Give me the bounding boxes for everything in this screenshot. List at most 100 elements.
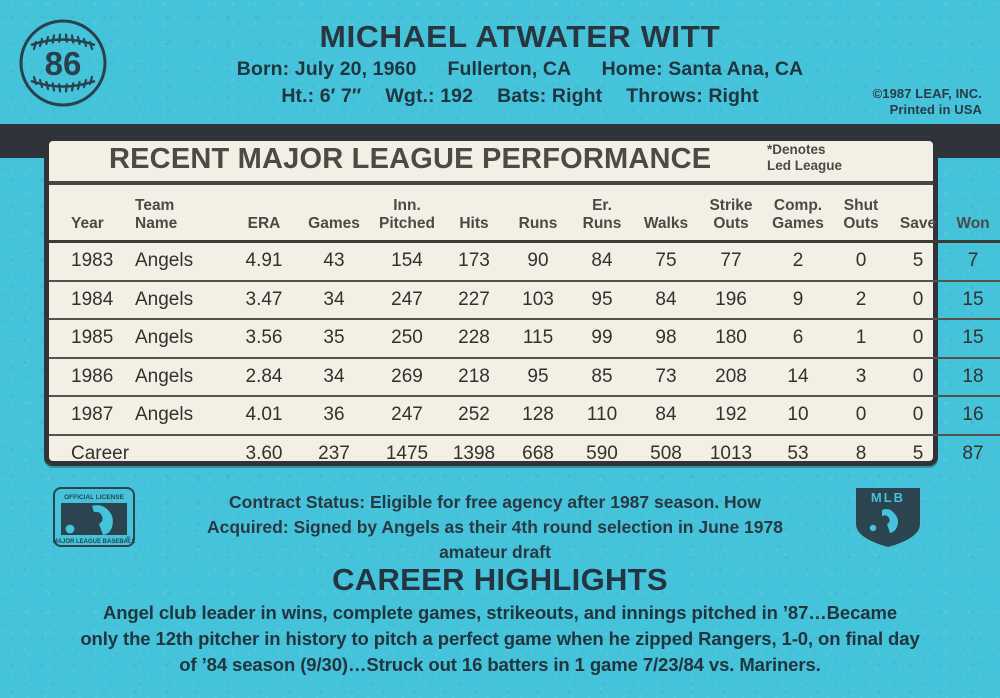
stats-header-won: Won — [947, 185, 999, 243]
stats-table-head: Year Team Name ERA Games Inn. Pitched Hits R… — [49, 185, 1000, 243]
cell-won: 15 — [947, 280, 999, 320]
cell-year: 1983 — [49, 241, 135, 282]
cell-team: Angels — [135, 280, 231, 320]
cell-games: 36 — [297, 396, 371, 436]
cell-games: 35 — [297, 319, 371, 359]
stats-header-runs-bottom: Runs — [518, 215, 558, 232]
cell-ip: 247 — [371, 396, 443, 436]
cell-hits: 218 — [443, 357, 505, 397]
stats-header-era: ERA — [231, 185, 297, 243]
stats-header-won-top — [947, 197, 999, 215]
cell-ip: 269 — [371, 357, 443, 397]
throws-value: Right — [708, 85, 759, 107]
cell-cg: 14 — [763, 357, 833, 397]
cell-sho: 1 — [833, 319, 889, 359]
stats-header-save-bottom: Save — [899, 215, 937, 232]
cell-so: 192 — [699, 396, 763, 436]
height-label: Ht.: — [281, 85, 315, 107]
cell-sho: 8 — [833, 434, 889, 472]
player-name: MICHAEL ATWATER WITT — [319, 19, 721, 54]
born-label: Born: — [236, 58, 290, 80]
stats-header-hits-bottom: Hits — [459, 215, 489, 232]
cell-year: 1984 — [49, 280, 135, 320]
stats-header-so: Strike Outs — [699, 185, 763, 243]
card-number-text: 86 — [45, 45, 82, 82]
cell-walks: 508 — [633, 434, 699, 472]
cell-year: 1987 — [49, 396, 135, 436]
cell-year: 1985 — [49, 319, 135, 359]
cell-era: 4.01 — [231, 396, 297, 436]
cell-cg: 9 — [763, 280, 833, 320]
cell-won: 15 — [947, 319, 999, 359]
stats-header-sho: Shut Outs — [833, 185, 889, 243]
career-highlights-text: Angel club leader in wins, complete game… — [34, 600, 966, 678]
stats-header-sho-top: Shut — [843, 197, 879, 214]
bio-line-born: Born: July 20, 1960 Fullerton, CA Home: … — [120, 58, 920, 81]
cell-save: 0 — [889, 396, 947, 436]
cell-hits: 1398 — [443, 434, 505, 472]
weight-value: 192 — [440, 85, 474, 107]
denotes-line-2: Led League — [767, 157, 843, 173]
cell-runs: 103 — [505, 280, 571, 320]
cell-year: 1986 — [49, 357, 135, 397]
contract-status-block: Contract Status: Eligible for free agenc… — [150, 490, 840, 565]
cell-so: 77 — [699, 241, 763, 282]
stats-header-year: Year — [49, 185, 135, 243]
copyright-block: ©1987 LEAF, INC. Printed in USA — [792, 86, 982, 118]
cell-runs: 90 — [505, 241, 571, 282]
birthplace-value: Fullerton, CA — [447, 58, 571, 80]
contract-line-2: Acquired: Signed by Angels as their 4th … — [206, 517, 783, 537]
cell-er: 84 — [571, 241, 633, 282]
copyright-line-2: Printed in USA — [889, 102, 982, 117]
cell-walks: 75 — [633, 241, 699, 282]
cell-save: 0 — [889, 280, 947, 320]
cell-cg: 53 — [763, 434, 833, 472]
stats-header-ip-top: Inn. — [393, 197, 421, 214]
bio-line-physical: Ht.: 6′ 7″ Wgt.: 192 Bats: Right Throws:… — [120, 85, 920, 108]
cell-walks: 98 — [633, 319, 699, 359]
stats-header-save-top — [889, 197, 947, 215]
stats-header-year-top — [71, 197, 135, 215]
stats-header-runs: Runs — [505, 185, 571, 243]
cell-er: 95 — [571, 280, 633, 320]
cell-cg: 2 — [763, 241, 833, 282]
card-header: 86 MICHAEL ATWATER WITT Born: July 20, 1… — [0, 0, 1000, 126]
cell-games: 237 — [297, 434, 371, 472]
stats-header-year-bottom: Year — [71, 215, 104, 232]
cell-runs: 95 — [505, 357, 571, 397]
highlights-line-2: only the 12th pitcher in history to pitc… — [80, 628, 920, 649]
cell-save: 0 — [889, 319, 947, 359]
cell-runs: 128 — [505, 396, 571, 436]
cell-sho: 0 — [833, 241, 889, 282]
stats-header-walks-top — [633, 197, 699, 215]
mlb-shield-text: MLB — [871, 490, 905, 505]
cell-ip: 247 — [371, 280, 443, 320]
stats-header-hits: Hits — [443, 185, 505, 243]
stats-header-games: Games — [297, 185, 371, 243]
cell-era: 3.56 — [231, 319, 297, 359]
stats-header-cg: Comp. Games — [763, 185, 833, 243]
weight-label: Wgt.: — [385, 85, 435, 107]
mlb-shield-icon: MLB — [852, 484, 924, 550]
stats-header-era-bottom: ERA — [247, 215, 281, 232]
stats-header-er-bottom: Runs — [582, 215, 622, 232]
cell-cg: 6 — [763, 319, 833, 359]
stats-header-games-top — [297, 197, 371, 215]
denotes-line-1: *Denotes — [767, 142, 826, 157]
stats-header-cg-top: Comp. — [773, 197, 823, 214]
cell-won: 18 — [947, 357, 999, 397]
stats-header-team-bottom: Name — [135, 215, 178, 232]
cell-games: 34 — [297, 357, 371, 397]
cell-team: Angels — [135, 396, 231, 436]
stats-header-sho-bottom: Outs — [843, 215, 879, 232]
contract-line-3: amateur draft — [439, 542, 551, 562]
cell-walks: 84 — [633, 396, 699, 436]
stats-header-save: Save — [889, 185, 947, 243]
cell-er: 99 — [571, 319, 633, 359]
cell-ip: 1475 — [371, 434, 443, 472]
mlb-license-top-text: OFFICIAL LICENSE — [64, 494, 124, 501]
